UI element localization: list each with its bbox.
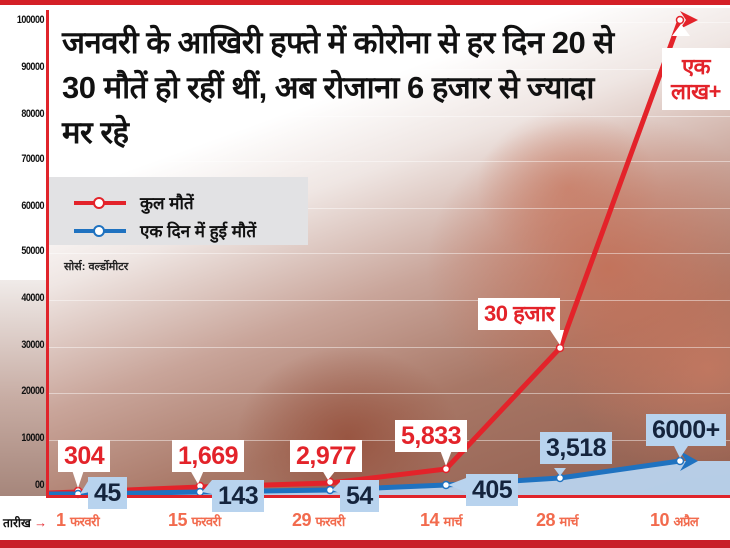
ytick-label: 50000 xyxy=(21,245,44,257)
daily-deaths-markers xyxy=(73,456,685,499)
daily-label-2: 143 xyxy=(212,480,265,512)
ytick-label: 80000 xyxy=(21,108,44,120)
legend-item-daily-deaths: एक दिन में हुई मौतें xyxy=(74,219,256,242)
legend-marker-icon xyxy=(93,196,105,209)
gridline xyxy=(48,22,730,23)
daily-label-6: 6000+ xyxy=(646,414,726,446)
legend-marker-icon xyxy=(93,224,105,237)
gridline xyxy=(48,253,730,254)
total-label-5: 30 हजार xyxy=(478,298,561,330)
yaxis-background xyxy=(0,280,48,496)
total-deaths-line xyxy=(47,19,683,496)
ytick-label: 00 xyxy=(34,479,45,491)
gridline xyxy=(48,161,730,162)
xtick-label: 14 मार्च xyxy=(420,510,462,530)
label-pointers xyxy=(72,24,690,488)
gridline xyxy=(48,440,730,441)
ytick-label: 30000 xyxy=(21,339,44,351)
gridline xyxy=(48,208,730,209)
daily-deaths-arrow-icon xyxy=(680,451,698,471)
xtick-label: 10 अप्रैल xyxy=(650,510,699,530)
gridline xyxy=(48,116,730,117)
total-label-6: एक लाख+ xyxy=(662,48,730,110)
gridline xyxy=(48,393,730,394)
daily-label-4: 405 xyxy=(466,474,519,506)
gridline xyxy=(48,69,730,70)
arrow-right-icon: → xyxy=(34,515,48,530)
legend-label: एक दिन में हुई मौतें xyxy=(140,222,257,241)
legend-blue-line-icon xyxy=(74,224,126,237)
ytick-label: 20000 xyxy=(21,385,44,397)
ytick-label: 100000 xyxy=(16,14,45,26)
daily-deaths-area xyxy=(48,461,730,496)
label-pointers-blue xyxy=(80,446,688,494)
total-deaths-arrow-icon xyxy=(680,11,698,29)
legend: कुल मौतें एक दिन में हुई मौतें xyxy=(48,177,308,245)
xtick-label: 15 फरवरी xyxy=(168,510,221,530)
total-label-4: 5,833 xyxy=(395,420,468,452)
xtick-label: 28 मार्च xyxy=(536,510,578,530)
legend-red-line-icon xyxy=(74,196,126,209)
chart-title: जनवरी के आखिरी हफ्ते में कोरोना से हर दि… xyxy=(62,25,614,150)
top-accent-bar xyxy=(0,0,730,5)
daily-label-5: 3,518 xyxy=(540,432,613,464)
legend-item-total-deaths: कुल मौतें xyxy=(74,191,194,214)
legend-label: कुल मौतें xyxy=(140,194,194,213)
daily-label-1: 45 xyxy=(88,477,127,509)
daily-label-3: 54 xyxy=(340,480,379,512)
total-label-2: 1,669 xyxy=(172,440,245,472)
plot-background-virus-image xyxy=(48,8,730,496)
source-note: सोर्स: वर्ल्डोमीटर xyxy=(64,261,129,273)
ytick-label: 10000 xyxy=(21,432,44,444)
xaxis-label: तारीख → xyxy=(3,514,47,531)
gridline xyxy=(48,347,730,348)
total-label-3: 2,977 xyxy=(290,440,363,472)
xtick-label: 29 फरवरी xyxy=(292,510,345,530)
ytick-label: 40000 xyxy=(21,292,44,304)
xaxis-label-text: तारीख xyxy=(3,516,31,530)
ytick-label: 90000 xyxy=(21,61,44,73)
gridline xyxy=(48,300,730,301)
bottom-accent-bar xyxy=(0,540,730,548)
x-axis-line xyxy=(46,495,730,498)
y-axis-line xyxy=(46,10,49,498)
ytick-label: 70000 xyxy=(21,153,44,165)
ytick-label: 60000 xyxy=(21,200,44,212)
total-label-1: 304 xyxy=(58,440,111,472)
xtick-label: 1 फरवरी xyxy=(56,510,100,530)
